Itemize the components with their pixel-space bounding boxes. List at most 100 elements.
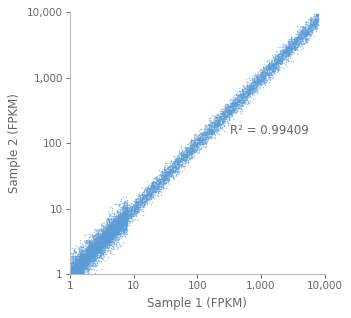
Point [199,133,204,138]
Point [107,235,113,240]
Point [77,265,83,270]
Point [77,253,82,259]
Point [98,238,104,243]
Point [87,242,93,247]
Point [303,35,308,40]
Point [138,202,143,207]
Point [294,37,299,42]
Point [113,222,118,227]
Point [113,227,118,232]
Point [83,250,89,255]
Point [119,216,125,221]
Point [124,204,130,210]
Point [67,271,73,276]
Point [170,164,176,169]
Point [188,150,193,155]
Point [87,243,93,248]
Point [298,36,304,41]
Point [77,271,83,276]
Point [208,126,214,131]
Point [90,242,96,247]
Point [69,262,75,267]
Point [75,272,81,277]
Point [74,267,80,272]
Point [68,267,73,272]
Point [113,243,118,248]
Point [116,225,121,230]
Point [120,239,125,245]
Point [292,36,298,41]
Point [80,253,86,258]
Point [162,178,167,183]
Point [69,267,75,272]
Point [146,193,151,198]
Point [296,43,301,48]
Point [153,182,158,187]
Point [311,21,316,26]
Point [195,138,200,143]
Point [300,32,306,37]
Point [110,216,116,221]
Point [113,233,119,238]
Point [160,173,166,178]
Point [86,249,92,254]
Point [228,111,234,116]
Point [148,197,153,202]
Point [235,102,241,107]
Point [117,225,122,231]
Point [264,71,270,76]
Point [106,235,112,240]
Point [291,40,297,45]
Point [275,64,281,69]
Point [278,56,284,61]
Point [94,240,99,245]
Point [102,242,108,247]
Point [267,73,272,78]
Point [104,230,110,235]
Point [253,77,259,82]
Point [101,233,107,238]
Point [110,231,116,236]
Point [256,78,262,83]
Point [249,91,255,96]
Point [293,39,299,44]
Point [280,49,286,54]
Point [303,29,309,34]
Point [108,230,113,235]
Point [122,223,128,228]
Point [108,220,114,225]
Point [117,219,122,224]
Point [122,227,127,232]
Point [124,207,129,212]
Point [85,255,91,260]
Point [260,80,265,86]
Point [95,241,100,246]
Point [215,121,220,127]
Point [106,232,111,238]
Point [111,229,116,234]
Point [144,191,149,197]
Point [306,30,311,35]
Point [305,29,311,34]
Point [108,230,114,235]
Point [81,255,87,260]
Point [73,263,78,268]
Point [172,158,178,163]
Point [83,253,88,258]
Point [99,231,104,236]
Point [74,266,80,271]
Point [297,30,302,35]
Point [234,103,240,108]
Point [128,204,133,209]
Point [99,239,104,244]
Point [74,268,80,273]
Point [198,137,203,142]
Point [122,229,127,234]
Point [69,272,74,277]
Point [204,122,209,128]
Point [208,130,214,135]
Point [186,152,192,157]
Point [222,118,228,123]
Point [270,66,276,71]
Point [97,246,102,251]
